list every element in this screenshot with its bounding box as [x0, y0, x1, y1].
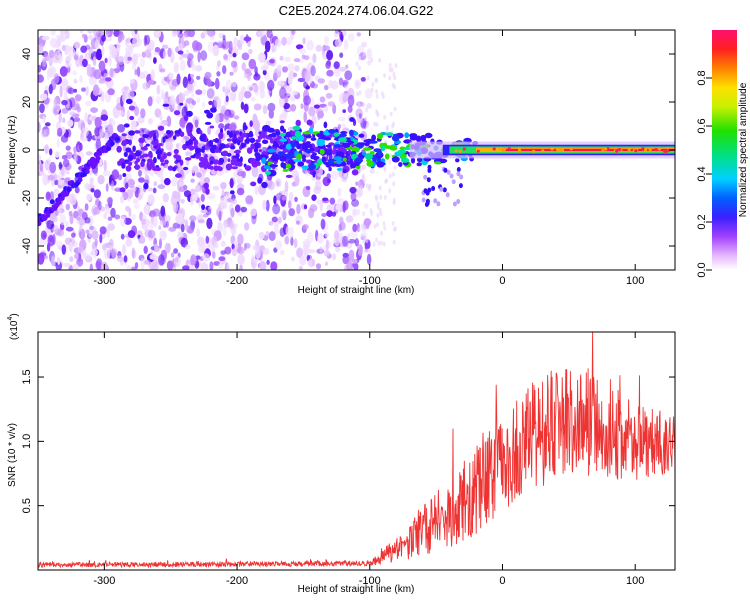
spectrogram-xtick-label: 0 [499, 275, 505, 287]
snr-ylabel: SNR (10 * v/v) [7, 423, 18, 487]
spectrogram-ylabel: Frequency (Hz) [7, 116, 18, 185]
spectrogram-heatmap [38, 30, 675, 270]
colorbar-ticks: 0.0 0.2 0.4 0.6 0.8 [696, 70, 712, 278]
spectrogram-xtick-label: -300 [93, 275, 115, 287]
spectrogram-ytick-label: 0 [21, 147, 33, 153]
figure-title: C2E5.2024.274.06.04.G22 [279, 3, 434, 18]
colorbar-tick-label: 0.0 [696, 262, 708, 277]
spectrogram-ytick-label: -20 [21, 190, 33, 206]
snr-line-layer [38, 332, 675, 569]
spectrogram-ytick-label: 20 [21, 96, 33, 108]
snr-xtick-label: 0 [499, 575, 505, 587]
snr-scale-exponent: 4 [7, 317, 14, 321]
spectrogram-ytick-label: 40 [21, 48, 33, 60]
spectrogram-xtick-label: 100 [626, 275, 644, 287]
colorbar-label: Normalized spectral amplitude [738, 82, 749, 217]
snr-xtick-label: 100 [626, 575, 644, 587]
snr-xtick-label: -200 [226, 575, 248, 587]
snr-scale-label: (x104) [7, 313, 20, 340]
snr-series-line [38, 332, 675, 569]
snr-ytick-label: 0.5 [21, 498, 33, 513]
spectrogram-xlabel: Height of straight line (km) [298, 285, 415, 296]
snr-ytick-label: 1.0 [21, 434, 33, 449]
snr-scale-prefix: (x10 [9, 320, 20, 340]
colorbar-tick-label: 0.2 [696, 214, 708, 229]
spectrogram-ytick-label: -40 [21, 238, 33, 254]
snr-xlabel: Height of straight line (km) [298, 584, 415, 595]
snr-frame [37, 331, 676, 571]
snr-ticks: -300 -200 -100 0 100 0.5 1.0 1.5 [21, 332, 675, 587]
snr-panel: -300 -200 -100 0 100 0.5 1.0 1.5 Height of stra… [7, 313, 676, 595]
colorbar-tick-label: 0.8 [696, 70, 708, 85]
snr-ytick-label: 1.5 [21, 369, 33, 384]
colorbar: 0.0 0.2 0.4 0.6 0.8 Normalized spectral ampl… [696, 30, 749, 278]
colorbar-tick-label: 0.6 [696, 118, 708, 133]
snr-xtick-label: -100 [359, 575, 381, 587]
colorbar-tick-label: 0.4 [696, 166, 708, 181]
colorbar-gradient [712, 30, 737, 270]
spectrogram-xtick-label: -200 [226, 275, 248, 287]
snr-xtick-label: -300 [93, 575, 115, 587]
svg-text:(x104): (x104) [7, 313, 20, 340]
spectrogram-xtick-label: -100 [359, 275, 381, 287]
